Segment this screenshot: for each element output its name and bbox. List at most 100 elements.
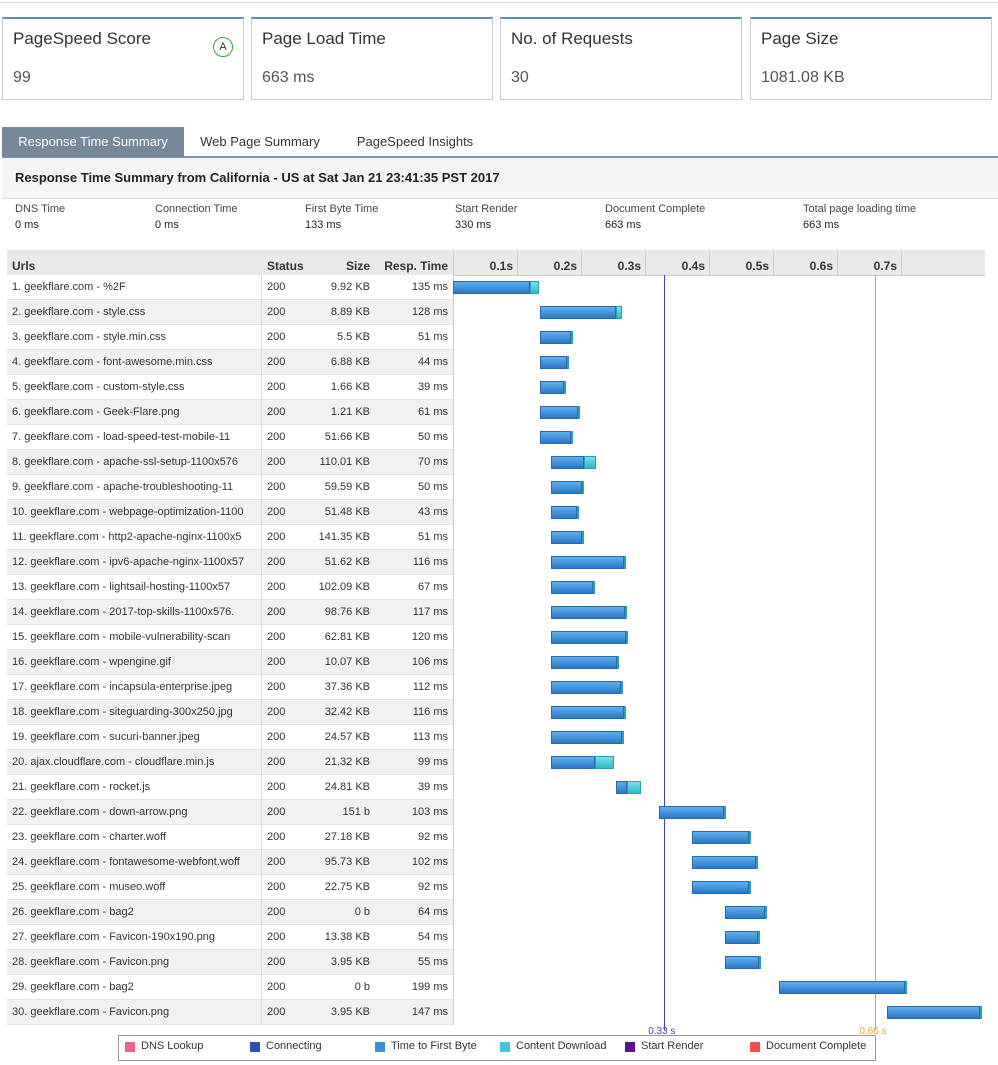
table-cell: 200: [267, 656, 286, 668]
ttfb-bar: [550, 731, 622, 744]
table-cell: 200: [267, 681, 286, 693]
download-bar: [749, 831, 752, 844]
ttfb-bar: [550, 656, 618, 669]
table-cell: 55 ms: [418, 956, 448, 968]
cell-divider: [261, 500, 262, 525]
cell-divider: [261, 650, 262, 675]
table-cell: 141.35 KB: [318, 531, 370, 543]
bar-offset: [453, 956, 725, 969]
table-cell: 44 ms: [418, 356, 448, 368]
table-cell: 200: [267, 281, 286, 293]
table-row-bg: [7, 300, 453, 325]
metric-value: 663 ms: [605, 219, 642, 231]
table-cell: 200: [267, 331, 286, 343]
table-cell: 200: [267, 1006, 286, 1018]
ttfb-bar: [550, 631, 627, 644]
marker-label: 0.33 s: [648, 1026, 676, 1037]
bar-offset: [453, 381, 540, 394]
table-cell: 6. geekflare.com - Geek-Flare.png: [12, 406, 180, 418]
table-cell: 29. geekflare.com - bag2: [12, 981, 134, 993]
table-cell: 102.09 KB: [318, 581, 370, 593]
table-cell: 200: [267, 831, 286, 843]
download-bar: [563, 381, 566, 394]
table-cell: 50 ms: [418, 481, 448, 493]
card-label: Page Load Time: [262, 29, 386, 48]
table-cell: 4. geekflare.com - font-awesome.min.css: [12, 356, 213, 368]
table-row-bg: [7, 600, 453, 625]
table-cell: 200: [267, 756, 286, 768]
ttfb-bar: [550, 531, 583, 544]
bar-offset: [453, 706, 551, 719]
grid-line: [773, 250, 774, 275]
table-row-bg: [7, 350, 453, 375]
legend-swatch: [750, 1042, 760, 1052]
marker-line: [875, 275, 877, 1030]
legend-label: Start Render: [641, 1040, 704, 1052]
bar-offset: [453, 806, 659, 819]
cell-divider: [261, 750, 262, 775]
bar-offset: [453, 781, 616, 794]
ttfb-bar: [725, 906, 765, 919]
metric-label: First Byte Time: [305, 203, 379, 215]
ttfb-bar: [453, 281, 530, 294]
table-cell: 117 ms: [412, 606, 448, 618]
table-cell: 102 ms: [411, 856, 448, 868]
table-row-bg: [7, 450, 453, 475]
metric-label: Document Complete: [605, 203, 706, 215]
table-cell: 199 ms: [411, 981, 448, 993]
table-cell: 67 ms: [418, 581, 448, 593]
metric-card: Page Size 1081.08 KB: [750, 17, 992, 100]
table-cell: 10. geekflare.com - webpage-optimization…: [12, 506, 244, 518]
table-cell: 95.73 KB: [324, 856, 370, 868]
ttfb-bar: [691, 856, 756, 869]
table-row-bg: [7, 975, 453, 1000]
cell-divider: [261, 1000, 262, 1025]
metric-card: Page Load Time 663 ms: [251, 17, 493, 100]
tab[interactable]: PageSpeed Insights: [356, 134, 474, 149]
table-cell: 17. geekflare.com - incapsula-enterprise…: [12, 681, 233, 693]
table-cell: 32.42 KB: [324, 706, 370, 718]
table-cell: 22.75 KB: [324, 881, 370, 893]
table-cell: 13.38 KB: [324, 931, 370, 943]
tick-label: 0.4s: [681, 259, 705, 273]
card-value: 1081.08 KB: [761, 69, 845, 86]
table-cell: 24.81 KB: [324, 781, 370, 793]
legend-label: Time to First Byte: [391, 1040, 477, 1052]
tab[interactable]: Response Time Summary: [2, 127, 184, 157]
table-cell: 200: [267, 406, 286, 418]
tab[interactable]: Web Page Summary: [200, 134, 320, 149]
table-row-bg: [7, 850, 453, 875]
bar-offset: [453, 756, 551, 769]
download-bar: [566, 356, 569, 369]
table-row-bg: [7, 825, 453, 850]
download-bar: [577, 506, 580, 519]
table-cell: 200: [267, 931, 286, 943]
table-cell: 151 b: [342, 806, 370, 818]
table-row-bg: [7, 550, 453, 575]
table-cell: 39 ms: [418, 381, 448, 393]
ttfb-bar: [550, 606, 625, 619]
table-row-bg: [7, 650, 453, 675]
cell-divider: [261, 925, 262, 950]
table-cell: 200: [267, 706, 286, 718]
table-cell: 106 ms: [411, 656, 448, 668]
download-bar: [577, 406, 580, 419]
tick-label: 0.5s: [745, 259, 769, 273]
grid-line: [645, 250, 646, 275]
ttfb-bar: [550, 556, 624, 569]
table-row-bg: [7, 900, 453, 925]
grid-line: [901, 250, 902, 275]
bar-offset: [453, 906, 725, 919]
download-bar: [595, 756, 615, 769]
table-cell: 200: [267, 306, 286, 318]
table-cell: 23. geekflare.com - charter.woff: [12, 831, 166, 843]
table-row-bg: [7, 875, 453, 900]
download-bar: [623, 556, 626, 569]
ttfb-bar: [550, 481, 582, 494]
legend-swatch: [125, 1042, 135, 1052]
cell-divider: [261, 900, 262, 925]
table-row-bg: [7, 775, 453, 800]
table-cell: 25. geekflare.com - museo.woff: [12, 881, 166, 893]
ttfb-bar: [725, 931, 759, 944]
download-bar: [592, 581, 595, 594]
